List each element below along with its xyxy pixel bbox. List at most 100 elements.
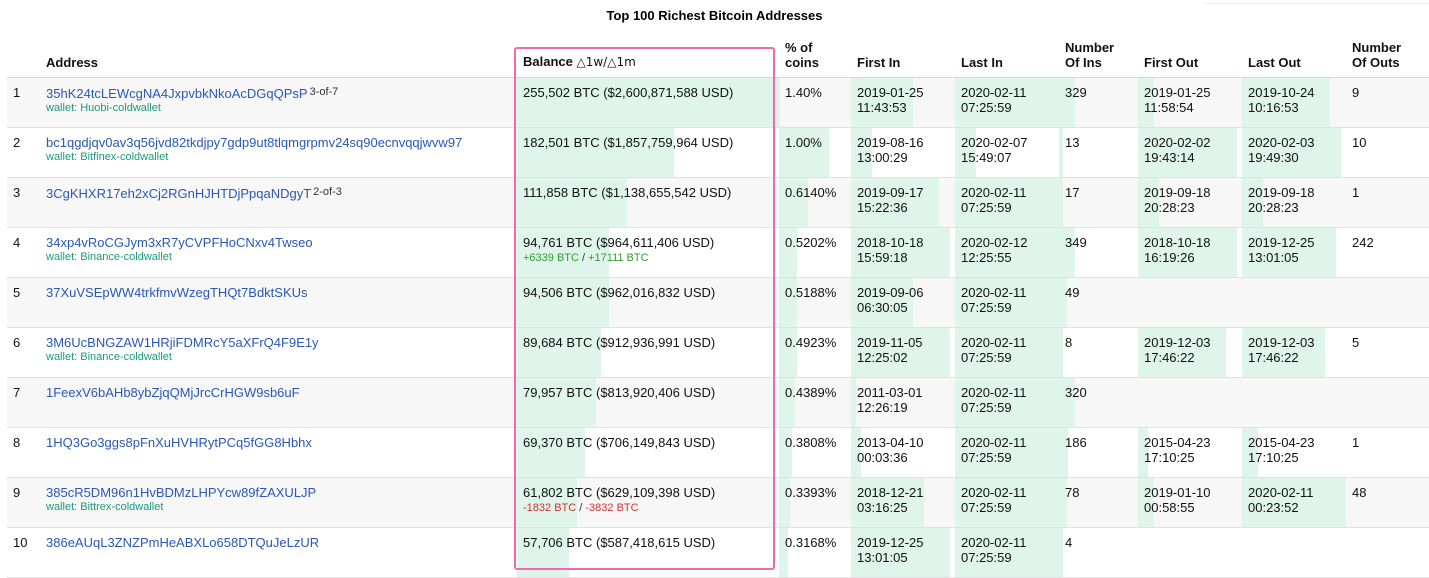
num-outs-cell: 9 <box>1346 77 1429 128</box>
rank-value: 9 <box>13 485 21 500</box>
address-link[interactable]: 37XuVSEpWW4trkfmvWzegTHQt7BdktSKUs <box>46 285 308 300</box>
cell-fill-bar <box>1242 78 1331 127</box>
num-outs-cell <box>1346 377 1429 428</box>
last-in-cell: 2020-02-07 15:49:07 <box>955 127 1059 178</box>
cell-fill-bar <box>851 478 924 527</box>
cell-fill-bar <box>1242 328 1326 377</box>
header-address[interactable]: Address <box>40 36 517 78</box>
address-link[interactable]: 1FeexV6bAHb8ybZjqQMjJrcCrHGW9sb6uF <box>46 385 300 400</box>
num-ins-cell: 320 <box>1059 377 1138 428</box>
rich-list-table: Address Balance △1w/△1m % of coins First … <box>7 36 1429 578</box>
last-in-cell-date: 2020-02-11 <box>961 385 1027 400</box>
last-in-cell-time: 07:25:59 <box>961 550 1012 565</box>
cell-fill-bar <box>1059 128 1063 177</box>
address-link[interactable]: bc1qgdjqv0av3q56jvd82tkdjpy7gdp9ut8tlqmg… <box>46 135 463 150</box>
num-outs-cell <box>1346 527 1429 578</box>
header-last-out[interactable]: Last Out <box>1242 36 1346 78</box>
cell-fill-bar <box>955 278 1059 327</box>
address-cell: 385cR5DM96n1HvBDMzLHPYcw89fZAXULJP wallet… <box>40 477 517 528</box>
last-out-cell-time: 00:23:52 <box>1248 500 1299 515</box>
num-ins-cell-value: 186 <box>1065 435 1087 450</box>
num-outs-cell-value <box>1352 378 1423 385</box>
cell-fill-bar <box>1138 328 1227 377</box>
cell-fill-bar <box>1138 228 1237 277</box>
rank-value: 2 <box>13 135 21 150</box>
balance-value: 79,957 BTC ($813,920,406 USD) <box>523 385 716 400</box>
header-last-in[interactable]: Last In <box>955 36 1059 78</box>
first-out-cell-time: 16:19:26 <box>1144 250 1195 265</box>
last-in-cell-date: 2020-02-11 <box>961 485 1027 500</box>
cell-fill-bar <box>1138 428 1149 477</box>
cell-fill-bar <box>517 328 601 377</box>
cell-fill-bar <box>955 228 1059 277</box>
balance-value: 89,684 BTC ($912,936,991 USD) <box>523 335 716 350</box>
balance-cell: 182,501 BTC ($1,857,759,964 USD) <box>517 127 779 178</box>
rank-cell: 7 <box>7 377 40 428</box>
address-cell: 35hK24tcLEWcgNA4JxpvbkNkoAcDGqQPsP 3-of-7… <box>40 77 517 128</box>
header-num-outs[interactable]: Number Of Outs <box>1346 36 1429 78</box>
first-in-cell: 2019-09-06 06:30:05 <box>851 277 955 328</box>
first-in-cell: 2019-12-25 13:01:05 <box>851 527 955 578</box>
address-cell: 1HQ3Go3ggs8pFnXuHVHRytPCq5fGG8Hbhx <box>40 427 517 478</box>
table-row: 6 3M6UcBNGZAW1HRjiFDMRcY5aXFrQ4F9E1y walle… <box>7 327 1429 378</box>
first-in-cell-date: 2019-12-25 <box>857 535 924 550</box>
cell-fill-bar <box>1138 128 1237 177</box>
first-out-cell-date: 2015-04-23 <box>1144 435 1211 450</box>
header-pct-coins[interactable]: % of coins <box>779 36 851 78</box>
cell-fill-bar <box>517 78 779 127</box>
first-out-cell: 2015-04-23 17:10:25 <box>1138 427 1242 478</box>
last-in-cell: 2020-02-11 07:25:59 <box>955 377 1059 428</box>
delta-1w: -1832 BTC <box>523 502 577 514</box>
rank-cell: 2 <box>7 127 40 178</box>
last-in-cell-date: 2020-02-11 <box>961 435 1027 450</box>
first-out-cell: 2020-02-02 19:43:14 <box>1138 127 1242 178</box>
first-in-cell-date: 2019-01-25 <box>857 85 924 100</box>
pct-coins-cell-value: 0.6140% <box>785 185 837 200</box>
address-link[interactable]: 1HQ3Go3ggs8pFnXuHVHRytPCq5fGG8Hbhx <box>46 435 312 450</box>
address-cell: 386eAUqL3ZNZPmHeABXLo658DTQuJeLzUR <box>40 527 517 578</box>
table-row: 8 1HQ3Go3ggs8pFnXuHVHRytPCq5fGG8Hbhx 69,37… <box>7 427 1429 478</box>
address-link[interactable]: 35hK24tcLEWcgNA4JxpvbkNkoAcDGqQPsP <box>46 86 308 101</box>
address-cell: 37XuVSEpWW4trkfmvWzegTHQt7BdktSKUs <box>40 277 517 328</box>
rank-cell: 6 <box>7 327 40 378</box>
cell-fill-bar <box>1138 478 1154 527</box>
header-balance[interactable]: Balance △1w/△1m <box>517 36 779 78</box>
last-out-cell: 2019-10-24 10:16:53 <box>1242 77 1346 128</box>
rank-cell: 10 <box>7 527 40 578</box>
last-out-cell: 2020-02-11 00:23:52 <box>1242 477 1346 528</box>
first-in-cell-date: 2018-12-21 <box>857 485 924 500</box>
address-link[interactable]: 3CgKHXR17eh2xCj2RGnHJHTDjPpqaNDgyT <box>46 186 312 201</box>
pct-coins-cell-value: 1.00% <box>785 135 822 150</box>
header-first-in[interactable]: First In <box>851 36 955 78</box>
last-in-cell-date: 2020-02-11 <box>961 535 1027 550</box>
pct-coins-cell-value: 0.4923% <box>785 335 837 350</box>
address-link[interactable]: 386eAUqL3ZNZPmHeABXLo658DTQuJeLzUR <box>46 535 320 550</box>
cell-fill-bar <box>517 228 609 277</box>
num-outs-cell-value <box>1352 278 1423 285</box>
header-first-out[interactable]: First Out <box>1138 36 1242 78</box>
wallet-label: wallet: Binance-coldwallet <box>46 251 172 263</box>
cell-fill-bar <box>1059 228 1075 277</box>
wallet-label: wallet: Bitfinex-coldwallet <box>46 151 169 163</box>
delta-1w: +6339 BTC <box>523 252 579 264</box>
cell-fill-bar <box>1138 178 1159 227</box>
address-link[interactable]: 3M6UcBNGZAW1HRjiFDMRcY5aXFrQ4F9E1y <box>46 335 319 350</box>
header-num-ins[interactable]: Number Of Ins <box>1059 36 1138 78</box>
pct-coins-cell-value: 0.3393% <box>785 485 837 500</box>
last-in-cell: 2020-02-11 07:25:59 <box>955 277 1059 328</box>
header-rank <box>7 36 40 78</box>
num-ins-cell: 17 <box>1059 177 1138 228</box>
rank-value: 5 <box>13 285 21 300</box>
balance-cell: 69,370 BTC ($706,149,843 USD) <box>517 427 779 478</box>
rank-cell: 3 <box>7 177 40 228</box>
address-link[interactable]: 34xp4vRoCGJym3xR7yCVPFHoCNxv4Twseo <box>46 235 313 250</box>
cell-fill-bar <box>955 428 1059 477</box>
balance-value: 61,802 BTC ($629,109,398 USD) <box>523 485 716 500</box>
first-out-cell-time: 20:28:23 <box>1144 200 1195 215</box>
cell-fill-bar <box>517 428 586 477</box>
num-ins-cell-value: 320 <box>1065 385 1087 400</box>
balance-cell: 79,957 BTC ($813,920,406 USD) <box>517 377 779 428</box>
cell-fill-bar <box>1059 528 1063 577</box>
address-link[interactable]: 385cR5DM96n1HvBDMzLHPYcw89fZAXULJP <box>46 485 317 500</box>
header-num-outs-line2: Of Outs <box>1352 55 1400 70</box>
